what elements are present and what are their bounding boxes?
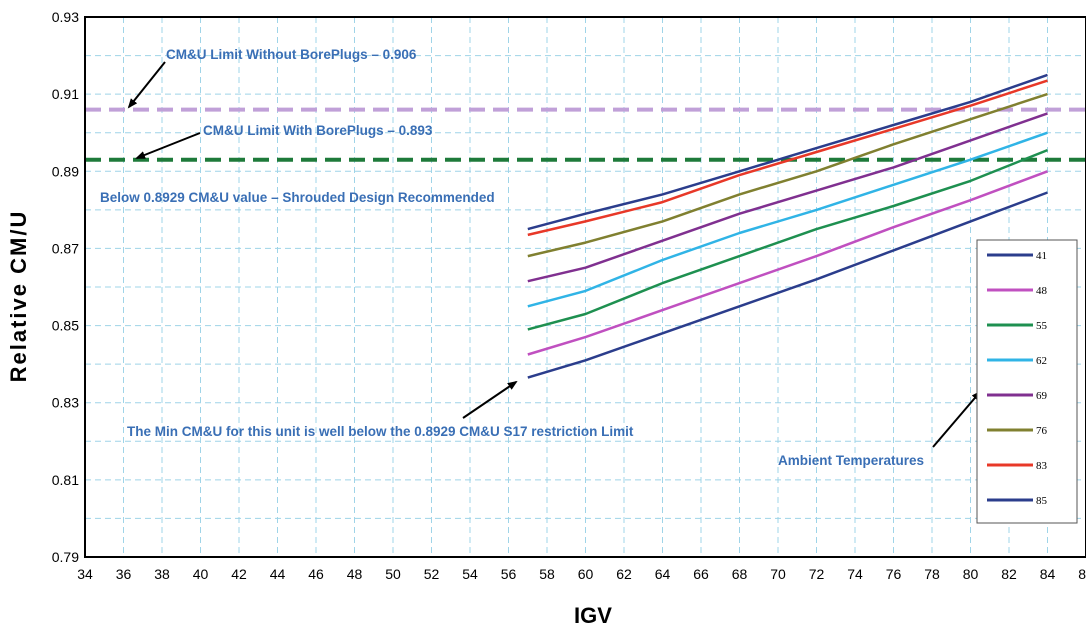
x-tick-label: 34 [77, 566, 93, 582]
min-cmu-note: The Min CM&U for this unit is well below… [127, 424, 634, 439]
x-tick-labels: 34 36 38 40 42 44 46 48 50 52 54 56 58 60 62 64 66 68 70 72… [77, 566, 1086, 582]
legend-label-62: 62 [1036, 355, 1047, 367]
x-tick-label: 38 [154, 566, 170, 582]
legend-label-83: 83 [1036, 460, 1048, 472]
x-tick-label: 60 [578, 566, 594, 582]
series-line-55 [527, 148, 1048, 331]
legend-label-85: 85 [1036, 495, 1048, 507]
x-tick-label: 36 [116, 566, 132, 582]
x-tick-label: 54 [462, 566, 478, 582]
series-line-69 [527, 112, 1048, 283]
y-tick-label: 0.89 [52, 163, 79, 179]
series-line-85 [527, 73, 1048, 231]
ambient-arrow [932, 390, 982, 448]
x-tick-label: 84 [1040, 566, 1056, 582]
x-tick-label: 76 [886, 566, 902, 582]
legend-box [976, 239, 1078, 524]
legend-label-41: 41 [1036, 250, 1047, 262]
x-tick-label: 66 [693, 566, 709, 582]
x-tick-label: 56 [501, 566, 517, 582]
x-tick-label: 72 [809, 566, 825, 582]
plot-frame [84, 16, 1086, 558]
y-tick-label: 0.93 [52, 9, 79, 25]
x-tick-label: 50 [385, 566, 401, 582]
legend-label-48: 48 [1036, 285, 1048, 297]
y-tick-label: 0.81 [52, 472, 79, 488]
series-line-83 [527, 79, 1048, 237]
x-tick-label: 52 [424, 566, 440, 582]
x-tick-label: 44 [270, 566, 286, 582]
x-tick-label: 70 [770, 566, 786, 582]
y-tick-label: 0.83 [52, 395, 79, 411]
x-tick-label: 82 [1001, 566, 1017, 582]
limit-with-arrow [135, 132, 201, 159]
y-tick-label: 0.91 [52, 86, 79, 102]
x-tick-label: 64 [655, 566, 671, 582]
series-line-48 [527, 170, 1048, 356]
y-tick-label: 0.85 [52, 318, 79, 334]
series-line-41 [527, 191, 1048, 379]
shrouded-design-note: Below 0.8929 CM&U value – Shrouded Desig… [100, 190, 495, 205]
x-tick-label: 40 [193, 566, 209, 582]
legend-label-69: 69 [1036, 390, 1048, 402]
series-line-76 [527, 92, 1048, 258]
x-tick-label: 68 [732, 566, 748, 582]
x-tick-label: 46 [308, 566, 324, 582]
ambient-temperatures-caption: Ambient Temperatures [778, 453, 924, 468]
x-tick-label: 62 [616, 566, 632, 582]
x-tick-label: 74 [847, 566, 863, 582]
y-axis-title: Relative CM/U [6, 210, 31, 383]
x-axis-title: IGV [574, 603, 612, 628]
legend-label-55: 55 [1036, 320, 1048, 332]
legend: 41 48 55 62 69 76 83 85 [976, 239, 1078, 524]
min-cmu-arrow [462, 380, 518, 419]
x-tick-label: 78 [924, 566, 940, 582]
grid [84, 16, 1086, 558]
legend-label-76: 76 [1036, 425, 1048, 437]
x-tick-label: 86 [1078, 566, 1086, 582]
limit-without-boreplugs-label: CM&U Limit Without BorePlugs – 0.906 [166, 47, 417, 62]
limit-with-boreplugs-label: CM&U Limit With BorePlugs – 0.893 [203, 123, 433, 138]
x-tick-label: 80 [963, 566, 979, 582]
x-tick-label: 42 [231, 566, 247, 582]
series-lines [527, 73, 1048, 379]
y-tick-label: 0.79 [52, 549, 79, 565]
series-line-62 [527, 131, 1048, 308]
y-tick-label: 0.87 [52, 240, 79, 256]
y-tick-labels: 0.79 0.81 0.83 0.85 0.87 0.89 0.91 0.93 [52, 9, 79, 565]
x-tick-label: 58 [539, 566, 555, 582]
x-tick-label: 48 [347, 566, 363, 582]
limit-without-arrow [127, 61, 166, 109]
